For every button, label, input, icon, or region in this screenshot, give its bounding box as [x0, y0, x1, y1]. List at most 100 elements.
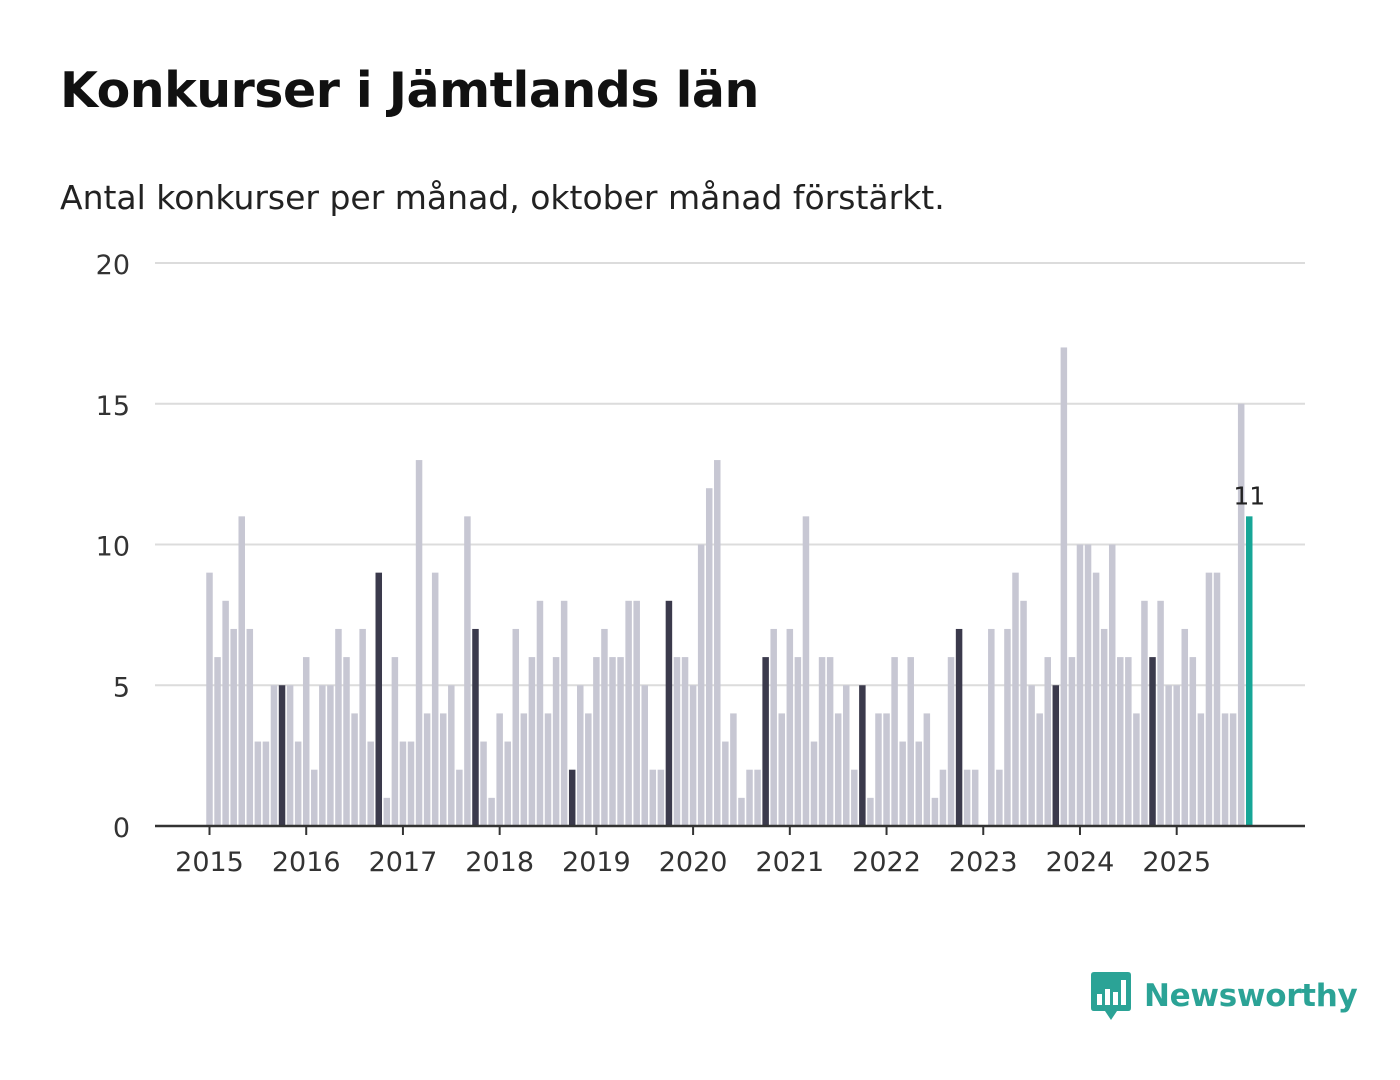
bar	[1036, 713, 1043, 826]
bar	[786, 628, 794, 826]
bar	[955, 628, 963, 826]
bar	[649, 769, 657, 826]
bar	[738, 797, 745, 826]
bar	[778, 713, 786, 826]
bar	[834, 713, 842, 826]
bar	[1213, 572, 1221, 826]
bar	[1221, 713, 1229, 826]
bar	[988, 628, 995, 826]
bar	[262, 741, 270, 826]
bar	[1084, 544, 1092, 826]
bar	[1181, 628, 1189, 826]
bar	[842, 685, 850, 826]
bar	[705, 488, 713, 826]
x-tick-label: 2018	[465, 847, 534, 878]
bar	[802, 516, 810, 826]
bar	[689, 685, 697, 826]
bar	[270, 685, 278, 826]
bar	[327, 685, 334, 826]
bar	[585, 713, 592, 826]
x-tick-label: 2020	[659, 847, 728, 878]
bar	[1237, 403, 1245, 826]
x-tick-label: 2019	[562, 847, 631, 878]
bar	[697, 544, 705, 826]
bar	[456, 769, 463, 826]
bar	[367, 741, 374, 826]
bar	[311, 769, 318, 826]
bar	[1197, 713, 1205, 826]
bar	[1004, 628, 1011, 826]
bar	[1100, 628, 1108, 826]
bar	[601, 628, 608, 826]
bar	[1028, 685, 1035, 826]
bar	[1229, 713, 1237, 826]
bar	[335, 628, 342, 826]
bar	[730, 713, 737, 826]
bar	[714, 460, 721, 826]
bar	[762, 657, 769, 826]
bar	[415, 460, 423, 826]
bar	[818, 657, 826, 826]
bar	[480, 741, 487, 826]
bar	[552, 657, 560, 826]
bar	[593, 657, 600, 826]
newsworthy-logo: Newsworthy	[1090, 970, 1358, 1022]
bar	[867, 797, 874, 826]
bar	[754, 769, 761, 826]
bar	[963, 769, 971, 826]
chart-title: Konkurser i Jämtlands län	[60, 62, 759, 119]
bar	[568, 769, 576, 826]
bar	[851, 769, 858, 826]
bar	[294, 741, 302, 826]
bar	[1141, 600, 1148, 826]
bar-chart-speech-bubble-icon	[1091, 972, 1131, 1020]
bar	[609, 657, 616, 826]
bar	[359, 628, 366, 826]
bar-latest	[1245, 516, 1253, 826]
bar	[464, 516, 471, 826]
bar	[770, 628, 777, 826]
x-tick-label: 2021	[755, 847, 824, 878]
bar	[1060, 347, 1068, 826]
bar	[1117, 657, 1124, 826]
bar	[351, 713, 358, 826]
bar	[302, 657, 310, 826]
bar	[206, 572, 213, 826]
bar	[222, 600, 229, 826]
latest-value-label: 11	[1233, 481, 1265, 510]
bar	[1020, 600, 1027, 826]
bar	[859, 685, 866, 826]
x-tick-label: 2017	[369, 847, 438, 878]
bar	[544, 713, 552, 826]
bar	[448, 685, 455, 826]
bar	[383, 797, 391, 826]
bar	[633, 600, 640, 826]
brand-name: Newsworthy	[1144, 978, 1358, 1014]
bar	[939, 769, 947, 826]
bar	[891, 657, 898, 826]
bar	[722, 741, 729, 826]
bar	[246, 628, 254, 826]
bar	[439, 713, 447, 826]
bar	[472, 628, 479, 826]
bar	[1173, 685, 1180, 826]
x-tick-label: 2024	[1046, 847, 1115, 878]
x-tick-label: 2023	[949, 847, 1018, 878]
bar	[875, 713, 882, 826]
y-tick-label: 10	[96, 532, 130, 563]
bar	[883, 713, 890, 826]
bar	[488, 797, 495, 826]
bar	[577, 685, 584, 826]
bar	[1189, 657, 1197, 826]
bar	[1108, 544, 1116, 826]
bar	[641, 685, 648, 826]
bar	[319, 685, 326, 826]
y-tick-label: 0	[113, 813, 130, 844]
x-tick-label: 2015	[175, 847, 244, 878]
bar	[431, 572, 439, 826]
bar	[1052, 685, 1060, 826]
bar	[996, 769, 1003, 826]
x-tick-label: 2025	[1142, 847, 1211, 878]
bar	[673, 657, 681, 826]
bar	[343, 657, 350, 826]
